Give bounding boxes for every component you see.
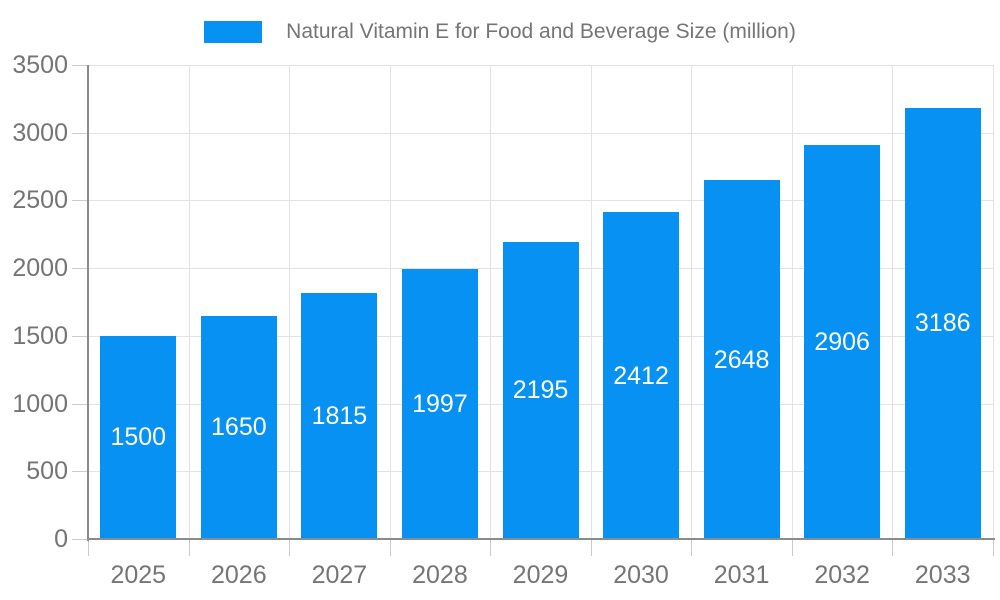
x-axis-label: 2032 (814, 561, 870, 589)
x-axis-label: 2030 (613, 561, 669, 589)
legend-label: Natural Vitamin E for Food and Beverage … (286, 20, 796, 43)
gridline-vertical (891, 65, 893, 539)
x-tick (87, 540, 89, 556)
bar-value-label: 2412 (613, 361, 669, 390)
x-tick (590, 540, 592, 556)
x-axis-line (88, 538, 995, 540)
x-tick (188, 540, 190, 556)
x-tick (992, 540, 994, 556)
bar-value-label: 1650 (211, 413, 267, 442)
y-tick (72, 335, 88, 337)
y-tick (72, 403, 88, 405)
gridline-horizontal (88, 199, 993, 201)
y-tick (72, 132, 88, 134)
y-tick (72, 470, 88, 472)
gridline-vertical (489, 65, 491, 539)
y-axis-label: 1500 (12, 322, 68, 350)
bar-value-label: 1500 (110, 423, 167, 452)
x-axis-label: 2028 (412, 561, 468, 589)
y-axis-label: 0 (54, 525, 68, 553)
y-axis-line (87, 65, 89, 541)
gridline-vertical (791, 65, 793, 539)
y-tick (72, 199, 88, 201)
y-axis-label: 2500 (12, 186, 68, 214)
gridline-vertical (188, 65, 190, 539)
bar-2026[interactable] (200, 315, 277, 539)
gridline-horizontal (88, 64, 993, 66)
gridline-vertical (288, 65, 290, 539)
legend-swatch-icon (204, 21, 263, 43)
x-tick (489, 540, 491, 556)
x-tick (288, 540, 290, 556)
bar-value-label: 2195 (512, 376, 569, 405)
y-tick (72, 64, 88, 66)
bar-2028[interactable] (401, 268, 478, 539)
x-axis-label: 2027 (311, 561, 368, 589)
bar-2025[interactable] (100, 335, 177, 539)
gridline-vertical (389, 65, 391, 539)
gridline-vertical (992, 65, 994, 539)
y-axis-label: 500 (26, 457, 68, 485)
bar-value-label: 1997 (412, 389, 468, 418)
x-axis-label: 2026 (211, 561, 267, 589)
y-tick (72, 538, 88, 540)
bar-value-label: 3186 (914, 309, 971, 338)
bar-2029[interactable] (502, 241, 579, 539)
x-tick (389, 540, 391, 556)
x-axis-label: 2029 (512, 561, 569, 589)
x-tick (791, 540, 793, 556)
bar-2027[interactable] (301, 293, 378, 539)
y-tick (72, 267, 88, 269)
gridline-vertical (590, 65, 592, 539)
y-axis-label: 3500 (12, 51, 68, 79)
x-axis-label: 2031 (713, 561, 770, 589)
bar-value-label: 2906 (814, 328, 870, 357)
bar-2033[interactable] (904, 107, 981, 539)
x-tick (690, 540, 692, 556)
x-tick (891, 540, 893, 556)
gridline-vertical (690, 65, 692, 539)
bar-value-label: 1815 (311, 402, 368, 431)
x-axis-label: 2033 (914, 561, 971, 589)
x-axis-label: 2025 (110, 561, 167, 589)
y-axis-label: 3000 (12, 119, 68, 147)
y-axis-label: 2000 (12, 254, 68, 282)
bar-value-label: 2648 (713, 345, 770, 374)
legend[interactable]: Natural Vitamin E for Food and Beverage … (0, 16, 1000, 48)
bar-2031[interactable] (703, 180, 780, 539)
y-axis-label: 1000 (12, 390, 68, 418)
bar-2032[interactable] (804, 145, 881, 539)
bar-2030[interactable] (603, 212, 680, 539)
gridline-horizontal (88, 132, 993, 134)
